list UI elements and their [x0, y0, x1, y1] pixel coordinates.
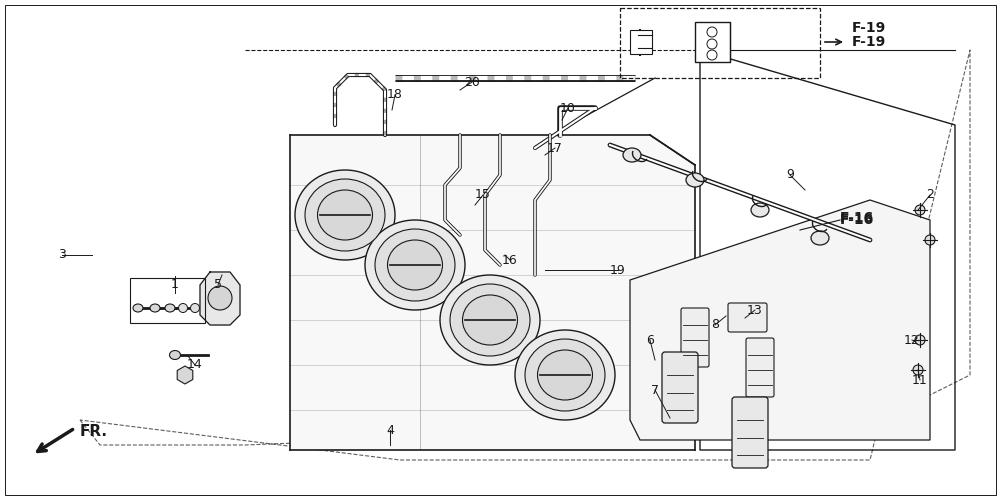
- Ellipse shape: [190, 304, 199, 312]
- Text: 16: 16: [503, 254, 518, 266]
- Text: OEM: OEM: [403, 182, 657, 278]
- FancyBboxPatch shape: [662, 352, 698, 423]
- FancyBboxPatch shape: [681, 308, 709, 367]
- Text: 4: 4: [386, 424, 394, 436]
- Text: 6: 6: [646, 334, 654, 346]
- Ellipse shape: [515, 330, 615, 420]
- Text: 13: 13: [747, 304, 763, 316]
- Circle shape: [707, 39, 717, 49]
- Text: 11: 11: [912, 374, 928, 386]
- Text: F-19: F-19: [852, 35, 886, 49]
- Ellipse shape: [169, 350, 180, 360]
- Circle shape: [707, 27, 717, 37]
- Text: 8: 8: [711, 318, 719, 332]
- Text: 18: 18: [387, 88, 403, 102]
- Text: 19: 19: [611, 264, 626, 276]
- Text: F-19: F-19: [852, 21, 886, 35]
- Ellipse shape: [925, 235, 935, 245]
- Circle shape: [208, 286, 232, 310]
- Text: 2: 2: [926, 188, 934, 202]
- Text: 15: 15: [475, 188, 490, 202]
- Text: 3: 3: [58, 248, 66, 262]
- FancyBboxPatch shape: [732, 397, 768, 468]
- Text: rparts: rparts: [443, 276, 617, 324]
- Ellipse shape: [686, 173, 704, 187]
- Ellipse shape: [525, 339, 605, 411]
- Ellipse shape: [165, 304, 175, 312]
- Ellipse shape: [440, 275, 540, 365]
- Ellipse shape: [450, 284, 530, 356]
- Polygon shape: [630, 200, 930, 440]
- Ellipse shape: [913, 365, 923, 375]
- Text: 5: 5: [214, 278, 222, 291]
- Bar: [630, 30, 652, 54]
- Ellipse shape: [811, 231, 829, 245]
- Text: 10: 10: [561, 102, 576, 114]
- Text: 17: 17: [548, 142, 563, 154]
- FancyBboxPatch shape: [728, 303, 767, 332]
- Text: F-16: F-16: [840, 211, 874, 225]
- Text: FR.: FR.: [80, 424, 108, 440]
- Ellipse shape: [133, 304, 143, 312]
- Ellipse shape: [305, 179, 385, 251]
- Text: 1: 1: [171, 278, 179, 291]
- Ellipse shape: [317, 190, 372, 240]
- Polygon shape: [290, 135, 695, 450]
- Ellipse shape: [915, 205, 925, 215]
- Ellipse shape: [915, 335, 925, 345]
- Ellipse shape: [538, 350, 593, 400]
- Ellipse shape: [150, 304, 160, 312]
- Ellipse shape: [623, 148, 641, 162]
- Ellipse shape: [295, 170, 395, 260]
- Ellipse shape: [375, 229, 455, 301]
- Text: 20: 20: [464, 76, 479, 88]
- Circle shape: [707, 50, 717, 60]
- FancyBboxPatch shape: [746, 338, 774, 397]
- Bar: [130, 278, 205, 323]
- Ellipse shape: [751, 203, 769, 217]
- Polygon shape: [200, 272, 240, 325]
- Text: 7: 7: [651, 384, 659, 396]
- Ellipse shape: [178, 304, 187, 312]
- Ellipse shape: [365, 220, 465, 310]
- Ellipse shape: [462, 295, 518, 345]
- Text: 12: 12: [904, 334, 920, 346]
- Text: 14: 14: [187, 358, 203, 372]
- Bar: [695, 22, 730, 62]
- Text: F-16: F-16: [840, 213, 874, 227]
- Text: 9: 9: [786, 168, 794, 181]
- Ellipse shape: [387, 240, 442, 290]
